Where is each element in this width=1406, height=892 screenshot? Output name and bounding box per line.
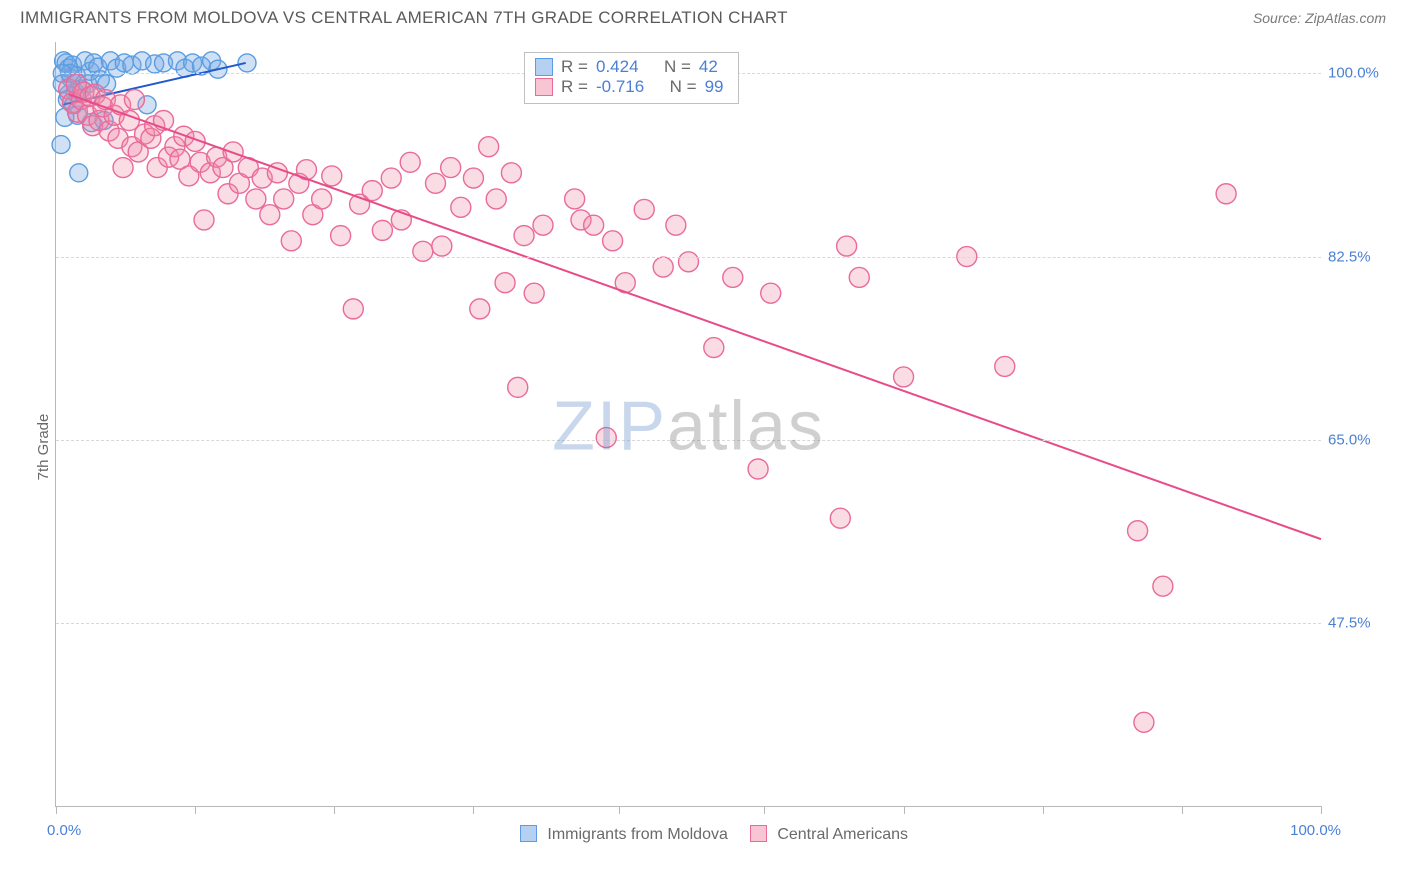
legend-swatch-central [535,78,553,96]
scatter-point-central [761,283,781,303]
scatter-point-central [274,189,294,209]
scatter-point-central [723,267,743,287]
scatter-point-central [837,236,857,256]
n-value-moldova: 42 [699,57,718,77]
correlation-legend: R = 0.424 N = 42 R = -0.716 N = 99 [524,52,738,104]
scatter-point-central [113,158,133,178]
scatter-point-central [312,189,332,209]
scatter-point-central [194,210,214,230]
scatter-point-central [413,241,433,261]
scatter-point-central [830,508,850,528]
chart-title: IMMIGRANTS FROM MOLDOVA VS CENTRAL AMERI… [20,8,788,28]
regression-line-central [69,94,1321,539]
r-value-central: -0.716 [596,77,644,97]
scatter-point-central [524,283,544,303]
scatter-point-central [260,205,280,225]
scatter-point-central [894,367,914,387]
r-value-moldova: 0.424 [596,57,639,77]
scatter-point-moldova [52,136,70,154]
n-label: N = [670,77,697,97]
chart-header: IMMIGRANTS FROM MOLDOVA VS CENTRAL AMERI… [0,0,1406,32]
scatter-point-central [679,252,699,272]
scatter-point-central [495,273,515,293]
scatter-point-central [1153,576,1173,596]
scatter-point-central [1216,184,1236,204]
y-axis-label: 7th Grade [35,414,52,481]
y-tick-label: 65.0% [1328,431,1393,448]
x-tick [764,806,765,814]
chart-area: 7th Grade ZIPatlas R = 0.424 N = 42 R = … [0,32,1406,862]
scatter-point-moldova [70,164,88,182]
scatter-svg [56,42,1321,806]
scatter-point-central [372,220,392,240]
scatter-point-central [400,152,420,172]
legend-label: Immigrants from Moldova [543,826,728,843]
scatter-point-central [501,163,521,183]
chart-source: Source: ZipAtlas.com [1253,10,1386,26]
scatter-point-moldova [238,54,256,72]
scatter-point-central [603,231,623,251]
legend-row-moldova: R = 0.424 N = 42 [535,57,723,77]
scatter-point-central [565,189,585,209]
scatter-point-central [451,197,471,217]
scatter-point-central [463,168,483,188]
scatter-point-central [281,231,301,251]
gridline [56,623,1321,624]
scatter-point-central [246,189,266,209]
scatter-point-central [1128,521,1148,541]
gridline [56,257,1321,258]
x-tick [195,806,196,814]
scatter-point-central [322,166,342,186]
plot-region: ZIPatlas R = 0.424 N = 42 R = -0.716 N =… [55,42,1321,807]
scatter-point-central [634,199,654,219]
scatter-point-central [470,299,490,319]
scatter-point-central [584,215,604,235]
scatter-point-central [381,168,401,188]
scatter-point-central [596,428,616,448]
legend-row-central: R = -0.716 N = 99 [535,77,723,97]
n-value-central: 99 [705,77,724,97]
scatter-point-central [666,215,686,235]
scatter-point-central [331,226,351,246]
x-tick [1043,806,1044,814]
x-tick [619,806,620,814]
scatter-point-central [1134,712,1154,732]
scatter-point-central [343,299,363,319]
x-tick [334,806,335,814]
legend-swatch [520,825,537,842]
scatter-point-central [432,236,452,256]
scatter-point-central [514,226,534,246]
scatter-point-central [748,459,768,479]
scatter-point-central [362,181,382,201]
x-tick [1321,806,1322,814]
legend-swatch [750,825,767,842]
series-legend: Immigrants from Moldova Central American… [0,825,1406,844]
x-tick [473,806,474,814]
y-tick-label: 47.5% [1328,614,1393,631]
scatter-point-central [653,257,673,277]
x-tick [904,806,905,814]
scatter-point-central [849,267,869,287]
y-tick-label: 100.0% [1328,65,1393,82]
scatter-point-central [486,189,506,209]
scatter-point-central [704,338,724,358]
n-label: N = [664,57,691,77]
legend-swatch-moldova [535,58,553,76]
scatter-point-central [479,137,499,157]
legend-label: Central Americans [773,826,908,843]
scatter-point-central [124,90,144,110]
scatter-point-central [508,377,528,397]
scatter-point-central [995,356,1015,376]
gridline [56,440,1321,441]
scatter-point-central [441,158,461,178]
x-tick [1182,806,1183,814]
r-label: R = [561,77,588,97]
scatter-point-central [426,173,446,193]
r-label: R = [561,57,588,77]
x-tick [56,806,57,814]
scatter-point-central [533,215,553,235]
y-tick-label: 82.5% [1328,248,1393,265]
